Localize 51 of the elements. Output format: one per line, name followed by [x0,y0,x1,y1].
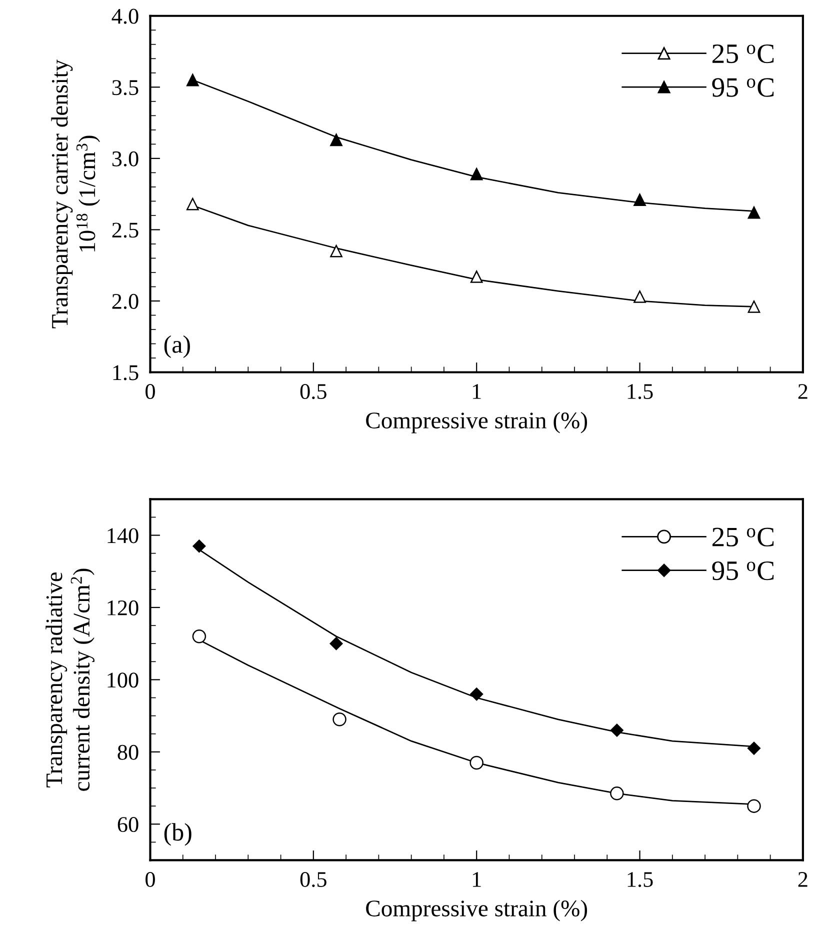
legend-label: 95 $^{o}$C [712,561,774,580]
y-tick-label: 3.5 [112,80,138,96]
point [330,244,342,258]
x-tick-label: 0.5 [300,384,326,400]
x-tick-label: 0 [146,384,155,400]
legend-label: 95 $^{o}$C [712,78,774,97]
y-tick-label: 100 [108,672,138,688]
y-tick-label: 60 [118,817,138,832]
point [634,290,646,303]
x-tick-label: 0.5 [300,872,326,888]
y-tick-label: 3.0 [112,151,138,166]
annotation: (a) [164,335,190,358]
x-tick-label: 1 [472,872,481,887]
y-tick-label: 1.5 [113,365,138,380]
y-tick-label: 2.0 [112,294,138,310]
point [332,712,346,726]
x-tick-label: 1 [472,384,481,399]
x-axis-title: Compressive strain (%) [366,412,588,434]
point [330,637,343,650]
x-tick-label: 2 [798,872,808,887]
x-axis-title: Compressive strain (%) [366,900,588,922]
y-tick-label: 4.0 [112,8,138,24]
legend-label: 25 $^{o}$C [712,528,774,546]
y-tick-label: 2.5 [112,222,138,238]
point [470,688,484,701]
point [186,74,199,86]
annotation: (b) [164,823,192,846]
legend-label: 25 $^{o}$C [712,44,774,64]
point [610,724,624,737]
x-tick-label: 0 [146,872,155,887]
point [748,300,760,313]
point [634,194,646,206]
y-tick-label: 120 [108,600,138,616]
point [186,198,199,210]
point [192,629,206,644]
y-tick-label: 140 [108,528,138,544]
point [748,206,760,219]
point [470,168,483,180]
x-tick-label: 1.5 [628,872,653,888]
point [470,756,484,770]
y-axis-title: Transparency radiative current density (A/cm$^{2}$) [46,568,94,791]
point [747,799,761,813]
point [747,742,761,755]
point [192,540,206,553]
point [610,786,624,800]
x-tick-label: 1.5 [628,384,653,400]
y-axis-title: Transparency carrier density 10$^{18}$ (1/cm$^{3}$) [51,60,100,328]
y-tick-label: 80 [118,744,138,760]
point [330,134,342,146]
point [470,270,483,283]
x-tick-label: 2 [798,384,808,399]
